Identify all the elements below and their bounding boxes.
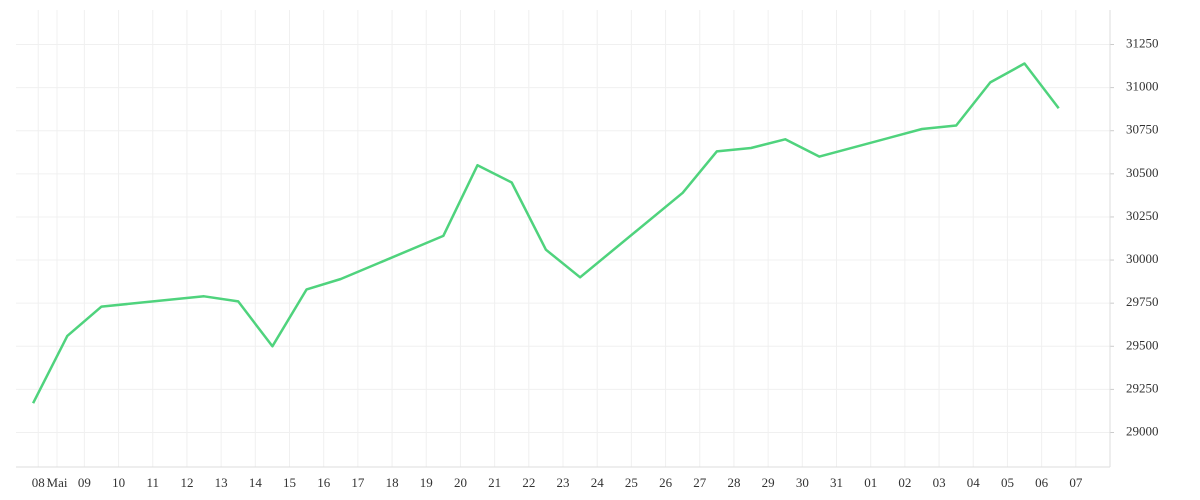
x-tick-label: 02 — [898, 475, 911, 490]
y-tick-label: 31000 — [1126, 79, 1159, 94]
x-tick-label: 25 — [625, 475, 638, 490]
x-tick-label: 06 — [1035, 475, 1049, 490]
x-tick-label: 18 — [386, 475, 399, 490]
x-tick-label: 30 — [796, 475, 809, 490]
y-tick-label: 30500 — [1126, 165, 1159, 180]
x-tick-label: 05 — [1001, 475, 1014, 490]
x-tick-label: 21 — [488, 475, 501, 490]
x-tick-label: 04 — [967, 475, 981, 490]
x-tick-label: 09 — [78, 475, 91, 490]
x-tick-label: 27 — [693, 475, 707, 490]
x-tick-label: 19 — [420, 475, 433, 490]
x-tick-label: 17 — [351, 475, 365, 490]
x-tick-label: 03 — [933, 475, 946, 490]
x-tick-label: 12 — [180, 475, 193, 490]
x-tick-label: 16 — [317, 475, 331, 490]
y-tick-label: 30250 — [1126, 208, 1159, 223]
x-tick-label: 10 — [112, 475, 125, 490]
x-tick-label: 28 — [727, 475, 740, 490]
y-tick-label: 30750 — [1126, 122, 1159, 137]
x-tick-label: 01 — [864, 475, 877, 490]
x-tick-label: 24 — [591, 475, 605, 490]
y-tick-label: 29750 — [1126, 294, 1159, 309]
x-tick-label: 26 — [659, 475, 673, 490]
x-tick-label: 08 — [32, 475, 45, 490]
y-tick-label: 29000 — [1126, 423, 1159, 438]
x-tick-label: 29 — [762, 475, 775, 490]
y-tick-label: 31250 — [1126, 35, 1159, 50]
x-tick-label: 20 — [454, 475, 467, 490]
y-tick-label: 30000 — [1126, 251, 1159, 266]
x-tick-label: 23 — [557, 475, 570, 490]
price-line — [31, 62, 1060, 404]
x-tick-label: 14 — [249, 475, 263, 490]
x-tick-label: 11 — [146, 475, 159, 490]
x-tick-label: 22 — [522, 475, 535, 490]
y-tick-label: 29500 — [1126, 337, 1159, 352]
x-tick-label: 15 — [283, 475, 296, 490]
y-tick-label: 29250 — [1126, 380, 1159, 395]
x-tick-label: Mai — [47, 475, 68, 490]
x-tick-label: 07 — [1069, 475, 1083, 490]
x-tick-label: 31 — [830, 475, 843, 490]
x-tick-label: 13 — [215, 475, 228, 490]
